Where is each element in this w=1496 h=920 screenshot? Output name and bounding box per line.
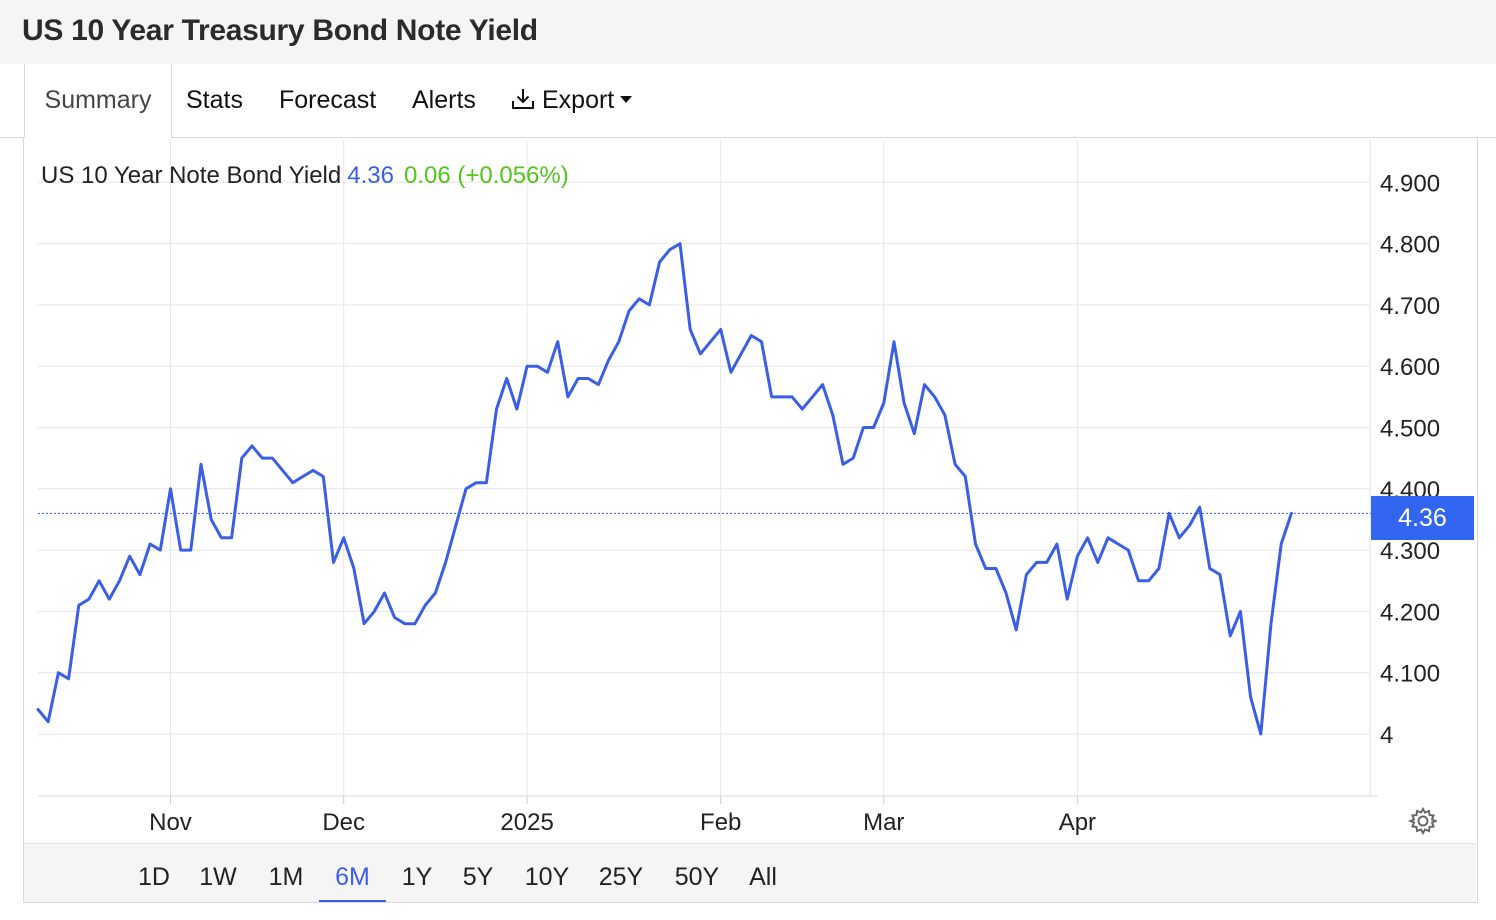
tab-export[interactable]: Export [510,64,633,137]
y-tick-label: 4.100 [1380,661,1440,688]
x-tick-label: Feb [700,809,741,836]
y-tick-label: 4.200 [1380,599,1440,626]
range-25y[interactable]: 25Y [598,863,644,891]
chart-frame [23,138,1478,903]
y-tick-label: 4.600 [1380,354,1440,381]
range-1w[interactable]: 1W [199,863,237,891]
tab-summary[interactable]: Summary [24,64,172,138]
page-title: US 10 Year Treasury Bond Note Yield [22,14,538,47]
x-tick-label: Dec [322,809,365,836]
chevron-down-icon [620,96,633,103]
range-5y[interactable]: 5Y [462,863,494,891]
page-header: US 10 Year Treasury Bond Note Yield [0,0,1496,65]
range-10y[interactable]: 10Y [524,863,570,891]
y-tick-label: 4.800 [1380,232,1440,259]
x-tick-label: 2025 [500,809,553,836]
export-label: Export [542,86,615,114]
time-range-bar: 1D 1W 1M 6M 1Y 5Y 10Y 25Y 50Y All [24,843,1476,902]
legend-change: 0.06 (+0.056%) [403,162,569,189]
y-tick-label: 4.700 [1380,293,1440,320]
y-tick-label: 4.300 [1380,538,1440,565]
axes [38,140,1378,804]
range-all[interactable]: All [749,863,777,891]
download-icon [512,89,534,109]
y-axis-tick-labels: 44.1004.2004.3004.4004.5004.6004.7004.80… [1380,170,1440,749]
x-axis-tick-labels: Nov Dec 2025 Feb Mar Apr [149,809,1096,836]
tab-bar: Summary Stats Forecast Alerts Export [0,64,1496,138]
range-50y[interactable]: 50Y [674,863,720,891]
series-layer [36,242,1372,736]
chart-legend: US 10 Year Note Bond Yield 4.36 0.06 (+0.0… [41,162,569,190]
x-tick-label: Mar [863,809,904,836]
grid-lines [38,140,1370,796]
range-1m[interactable]: 1M [268,863,304,891]
tab-stats[interactable]: Stats [186,86,243,114]
range-1y[interactable]: 1Y [401,863,433,891]
legend-series-name: US 10 Year Note Bond Yield [41,162,342,189]
series-line-us10y [36,242,1293,736]
x-tick-label: Apr [1059,809,1096,836]
range-1d[interactable]: 1D [138,863,170,891]
gear-icon[interactable] [1408,806,1438,836]
range-6m[interactable]: 6M [319,844,386,902]
legend-last-value: 4.36 [347,162,394,189]
y-tick-label: 4.500 [1380,416,1440,443]
y-tick-label: 4 [1380,722,1393,749]
tab-alerts[interactable]: Alerts [412,86,476,114]
x-tick-label: Nov [149,809,192,836]
y-tick-label: 4.900 [1380,170,1440,197]
current-price-badge: 4.36 [1371,496,1474,540]
tab-forecast[interactable]: Forecast [279,86,377,114]
